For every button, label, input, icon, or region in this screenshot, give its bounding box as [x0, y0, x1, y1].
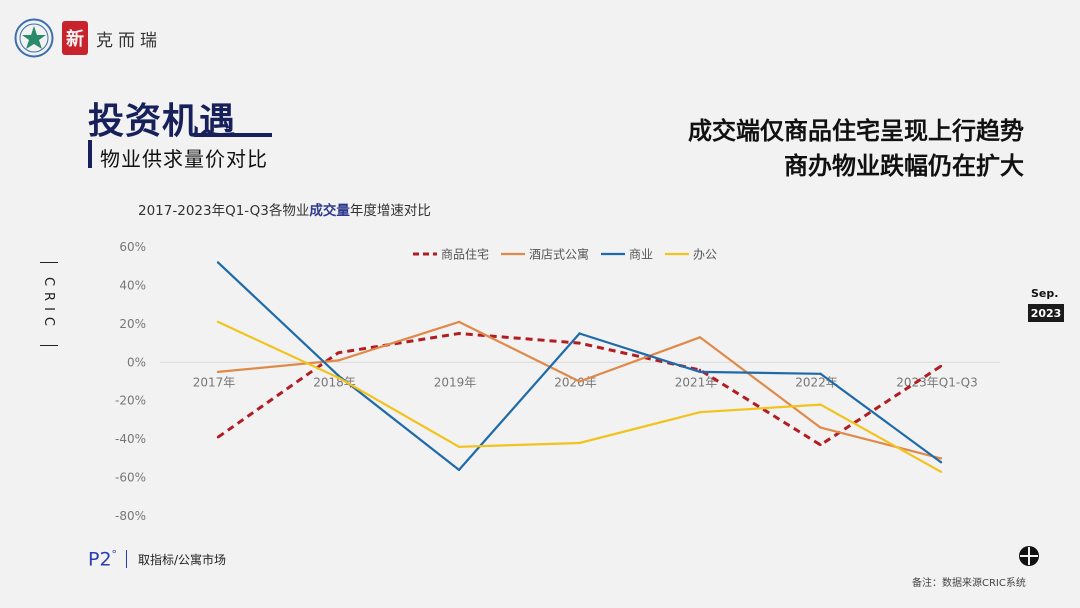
data-point — [457, 332, 461, 335]
data-point — [337, 376, 340, 379]
y-tick-label: 20% — [119, 317, 146, 331]
data-point — [698, 370, 702, 374]
data-point — [216, 436, 220, 439]
data-point — [457, 445, 461, 448]
y-tick-label: -60% — [115, 471, 146, 485]
chart-title-prefix: 2017-2023年Q1-Q3各物业 — [138, 203, 310, 219]
data-point — [698, 411, 702, 414]
data-point — [216, 370, 220, 374]
y-axis-labels: 60% 40% 20% 0% -20% -40% -60% -80% — [115, 240, 146, 523]
footer-section: 取指标/公寓市场 — [138, 553, 227, 567]
data-point — [819, 443, 822, 447]
headline-line-1: 成交端仅商品住宅呈现上行趋势 — [688, 117, 1024, 145]
source-note: 备注：数据来源CRIC系统 — [912, 578, 1026, 589]
data-point — [698, 336, 702, 339]
data-point — [939, 364, 943, 368]
page-number: P2° — [88, 548, 118, 571]
data-point — [578, 332, 581, 335]
brand-seal: 新 — [62, 21, 88, 55]
compass-icon — [1019, 546, 1039, 566]
title-underline — [194, 133, 272, 137]
y-tick-label: 0% — [127, 355, 146, 369]
data-point — [457, 320, 461, 324]
y-tick-label: 60% — [119, 240, 146, 254]
x-tick-label: 2017年 — [193, 375, 236, 389]
data-point — [819, 403, 822, 406]
chart-title-suffix: 年度增速对比 — [349, 203, 431, 219]
star-emblem-icon — [14, 18, 54, 58]
data-point — [939, 470, 943, 473]
data-point — [578, 341, 581, 345]
data-point — [578, 441, 581, 445]
x-tick-label: 2023年Q1-Q3 — [896, 375, 977, 389]
subtitle-bar — [88, 140, 92, 168]
brand-logos: 新 克而瑞 — [14, 16, 162, 60]
x-tick-label: 2019年 — [434, 375, 477, 389]
series-lines — [216, 261, 943, 473]
headline: 成交端仅商品住宅呈现上行趋势 商办物业跌幅仍在扩大 — [688, 114, 1024, 184]
footer-divider — [126, 550, 127, 568]
data-point — [819, 372, 822, 375]
legend-label: 商业 — [629, 247, 653, 262]
legend-label: 办公 — [693, 247, 717, 262]
side-cric-label: CRIC — [40, 262, 58, 346]
data-point — [578, 380, 581, 383]
page-number-text: P2 — [88, 548, 112, 571]
y-tick-label: -40% — [115, 432, 146, 446]
y-tick-label: -80% — [115, 509, 146, 523]
y-tick-label: -20% — [115, 394, 146, 408]
data-point — [457, 468, 461, 472]
series-line — [217, 261, 942, 471]
y-tick-label: 40% — [119, 278, 146, 292]
data-point — [337, 359, 340, 362]
x-tick-label: 2018年 — [313, 375, 356, 389]
data-point — [216, 320, 220, 324]
data-point — [939, 457, 943, 460]
data-point — [337, 351, 340, 354]
data-point — [819, 426, 822, 429]
chart-legend: 商品住宅 酒店式公寓 商业 办公 — [413, 247, 717, 262]
x-tick-label: 2021年 — [675, 375, 718, 389]
legend-label: 酒店式公寓 — [529, 247, 589, 262]
headline-line-2: 商办物业跌幅仍在扩大 — [784, 152, 1024, 180]
date-badge-month: Sep. — [1031, 287, 1059, 300]
data-point — [939, 461, 943, 464]
chart-title-highlight: 成交量 — [309, 203, 350, 219]
brand-name: 克而瑞 — [96, 30, 162, 51]
legend-label: 商品住宅 — [441, 247, 489, 262]
date-badge-year: 2023 — [1028, 304, 1064, 322]
chart-title: 2017-2023年Q1-Q3各物业成交量年度增速对比 — [138, 199, 431, 219]
page-subtitle: 物业供求量价对比 — [100, 147, 268, 171]
data-point — [216, 261, 220, 264]
x-axis-labels: 2017年 2018年 2019年 2020年 2021年 2022年 2023年Q1-Q3 — [193, 375, 978, 389]
